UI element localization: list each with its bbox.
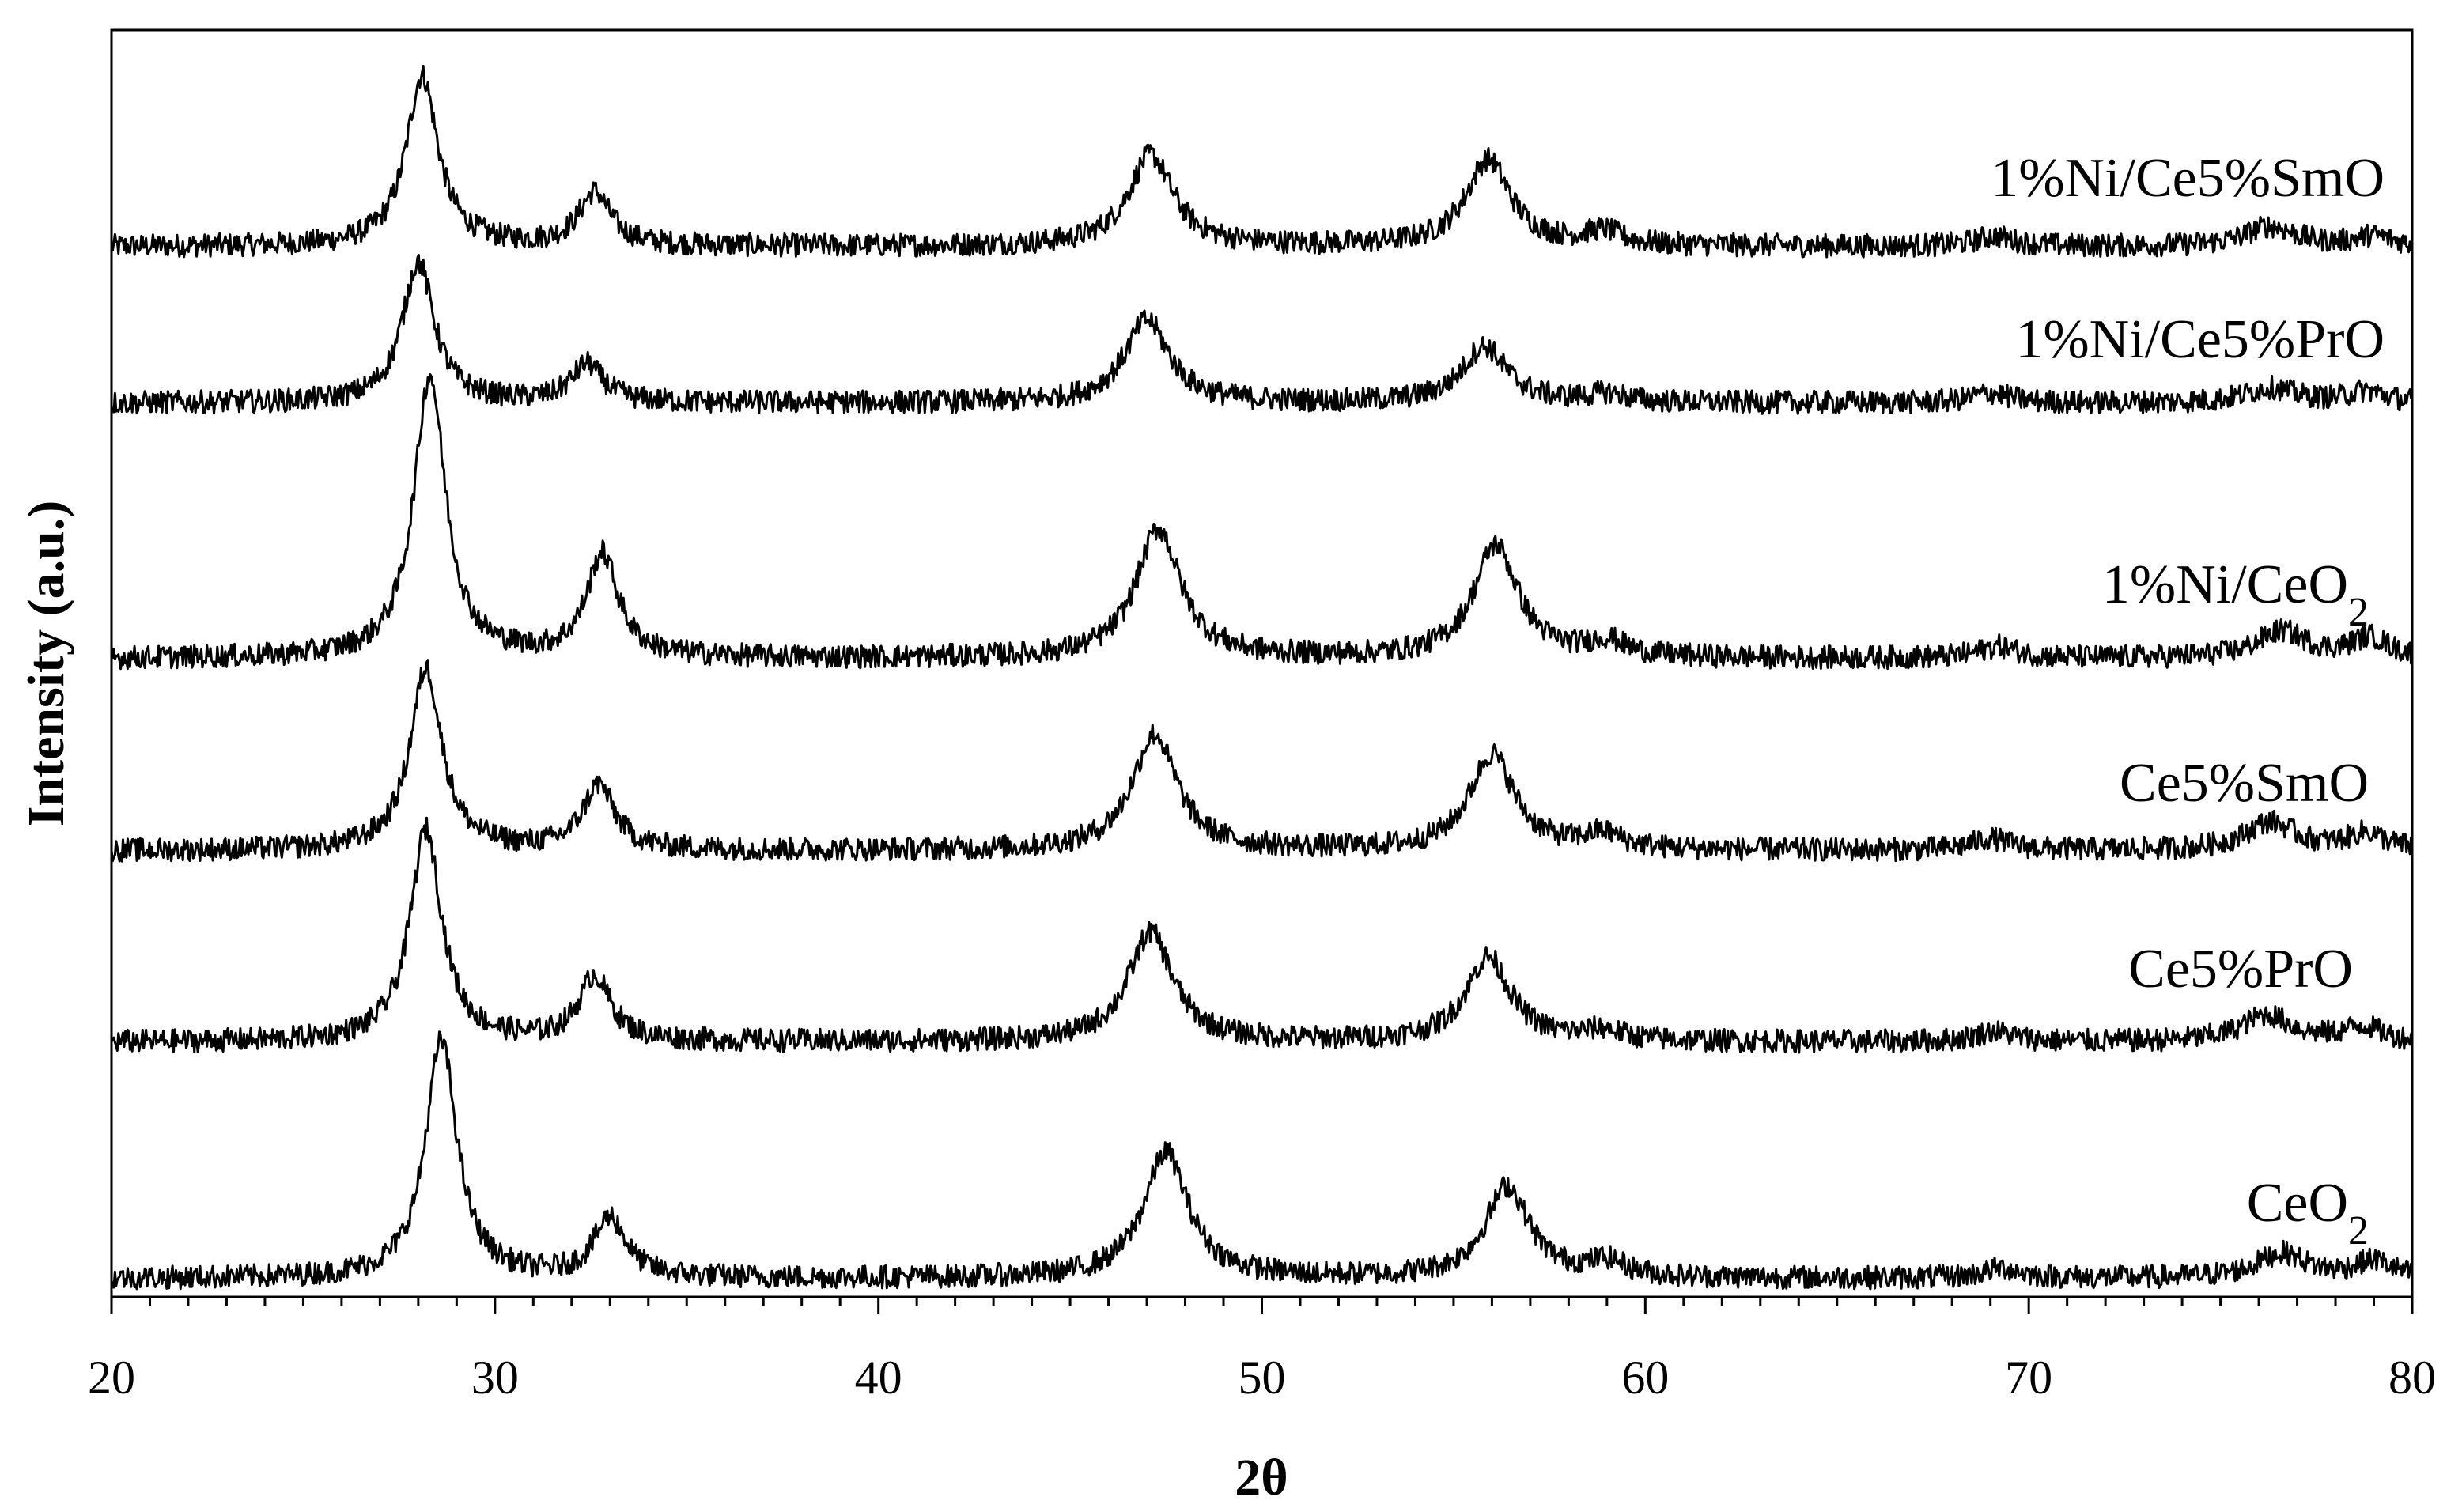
- series-label-1: 1%Ni/Ce5%SmO: [1991, 148, 2385, 209]
- x-axis-title: 2θ: [1235, 1449, 1288, 1506]
- x-tick-label: 30: [471, 1351, 519, 1404]
- series-line-6: [110, 1030, 2413, 1291]
- x-tick-label: 70: [2005, 1351, 2052, 1404]
- x-tick-label: 20: [88, 1351, 135, 1404]
- series-label-4: Ce5%SmO: [2120, 753, 2369, 814]
- series-label-6: CeO2: [2247, 1173, 2369, 1253]
- series-labels: 1%Ni/Ce5%SmO 1%Ni/Ce5%PrO 1%Ni/CeO2 Ce5%SmO…: [1991, 148, 2385, 1253]
- x-tick-label: 50: [1239, 1351, 1286, 1404]
- x-tick-label: 80: [2388, 1351, 2436, 1404]
- x-axis: 20 30 40 50 60 70 80: [88, 1297, 2436, 1404]
- series-line-5: [110, 816, 2414, 1054]
- series-line-2: [111, 254, 2414, 415]
- y-axis-title: Intensity (a.u.): [17, 501, 75, 827]
- series-line-1: [110, 65, 2414, 259]
- x-tick-label: 40: [855, 1351, 902, 1404]
- x-tick-label: 60: [1621, 1351, 1669, 1404]
- series-label-3: 1%Ni/CeO2: [2102, 554, 2369, 635]
- series-label-2: 1%Ni/Ce5%PrO: [2015, 309, 2385, 370]
- series-line-4: [110, 659, 2414, 863]
- series-traces: [110, 65, 2414, 1291]
- series-label-5: Ce5%PrO: [2128, 939, 2353, 1000]
- series-line-3: [110, 373, 2414, 671]
